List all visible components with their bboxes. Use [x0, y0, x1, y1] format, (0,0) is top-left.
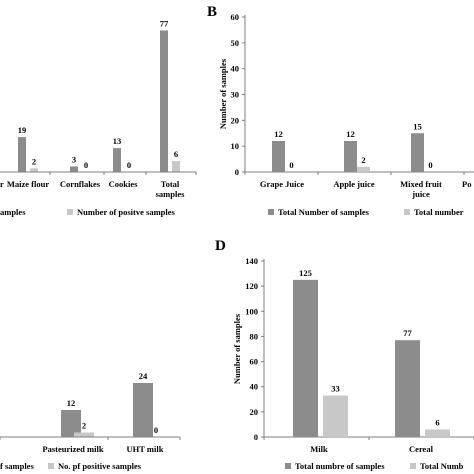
panel-d: D 0 20 40 60 80 100 120 140 Number of samples 125 3… — [215, 238, 474, 471]
x-tick-label: Total — [161, 179, 180, 189]
x-tick-label: UHT milk — [127, 444, 164, 454]
data-label: 3 — [72, 154, 76, 164]
y-axis-label: Number of samples — [232, 313, 242, 384]
legend-swatch — [404, 209, 410, 215]
bar-total-2 — [113, 148, 121, 172]
x-tick-label: samples — [156, 189, 186, 199]
y-tick-label: 0 — [254, 432, 258, 442]
x-tick-label: Cereal — [409, 444, 434, 454]
bar-positive-1 — [357, 166, 370, 172]
x-tick-label: Po — [462, 179, 471, 189]
y-tick-label: 20 — [250, 407, 259, 417]
bar-positive-0 — [74, 432, 94, 437]
y-tick-label: 100 — [245, 306, 258, 316]
legend-label: Total Number of samples — [278, 207, 370, 217]
x-tick-label: Milk — [310, 444, 328, 454]
data-label: 0 — [154, 425, 158, 435]
y-tick-label: 10 — [231, 141, 240, 151]
bar-total-1 — [344, 141, 357, 172]
legend-label: amples — [0, 207, 26, 217]
panel-letter: B — [207, 4, 217, 20]
y-tick-label: 60 — [231, 12, 240, 22]
x-tick-label: Pasteurized milk — [42, 444, 103, 454]
bar-total-0 — [272, 141, 285, 172]
y-tick-label: 40 — [231, 64, 240, 74]
x-tick-label: juice — [411, 189, 430, 199]
legend-label: No. pf positive samples — [58, 461, 142, 471]
legend-label: Number of positve samples — [77, 207, 176, 217]
bar-positive-1 — [425, 429, 450, 437]
x-tick-label-cut: r — [0, 179, 4, 189]
legend-label: Total numbre of samples — [295, 461, 385, 471]
data-label: 12 — [67, 398, 76, 408]
x-tick-label: Mixed fruit — [400, 179, 442, 189]
y-tick-label: 80 — [250, 331, 259, 341]
y-tick-label: 60 — [250, 357, 259, 367]
bar-total-1 — [395, 340, 420, 437]
y-tick-label: 40 — [250, 382, 259, 392]
data-label: 33 — [331, 384, 340, 394]
legend-label: Total number — [414, 207, 464, 217]
x-tick-label: Grape Juice — [260, 179, 304, 189]
x-tick-label: Cookies — [109, 179, 139, 189]
y-tick-label: 120 — [245, 281, 258, 291]
data-label: 13 — [113, 136, 122, 146]
legend-swatch — [67, 209, 73, 215]
legend-swatch — [48, 463, 54, 469]
bar-total-0 — [293, 279, 318, 437]
bar-total-1 — [133, 383, 153, 437]
data-label: 2 — [32, 156, 36, 166]
data-label: 24 — [139, 371, 148, 381]
data-label: 77 — [403, 328, 412, 338]
data-label: 77 — [160, 19, 169, 29]
bar-positive-0 — [30, 168, 38, 172]
data-label: 15 — [413, 121, 422, 131]
bar-total-1 — [70, 166, 78, 172]
bar-total-0 — [61, 410, 81, 437]
y-tick-label: 50 — [231, 38, 240, 48]
bar-positive-0 — [323, 395, 348, 437]
x-tick-label: Apple juice — [333, 179, 375, 189]
x-tick-label: Cornflakes — [60, 179, 101, 189]
data-label: 6 — [174, 149, 178, 159]
legend-swatch — [410, 463, 416, 469]
legend-label: f samples — [0, 461, 34, 471]
data-label: 2 — [82, 421, 86, 431]
y-tick-label: 20 — [231, 115, 240, 125]
data-label: 2 — [361, 155, 365, 165]
legend-swatch — [285, 463, 291, 469]
data-label: 0 — [428, 160, 432, 170]
bar-positive-3 — [172, 160, 180, 172]
y-tick-label: 140 — [245, 256, 258, 266]
data-label: 0 — [127, 160, 131, 170]
bar-total-2 — [411, 133, 424, 172]
data-label: 6 — [435, 417, 439, 427]
data-label: 125 — [299, 268, 312, 278]
panel-c: 12 2 Pasteurized milk 24 0 UHT milk f samples N… — [0, 371, 181, 471]
legend-label: Total Numb — [420, 461, 464, 471]
y-axis-label: Number of samples — [218, 58, 228, 129]
panel-letter: D — [215, 238, 226, 254]
x-tick-label: Maize flour — [7, 179, 49, 189]
data-label: 19 — [18, 125, 27, 135]
y-tick-label: 0 — [235, 167, 239, 177]
legend-swatch — [268, 209, 274, 215]
bar-total-0 — [18, 137, 26, 172]
data-label: 0 — [84, 160, 88, 170]
data-label: 0 — [289, 160, 293, 170]
data-label: 12 — [346, 129, 355, 139]
data-label: 12 — [274, 129, 283, 139]
y-tick-label: 30 — [231, 90, 240, 100]
bar-total-3 — [160, 30, 168, 173]
